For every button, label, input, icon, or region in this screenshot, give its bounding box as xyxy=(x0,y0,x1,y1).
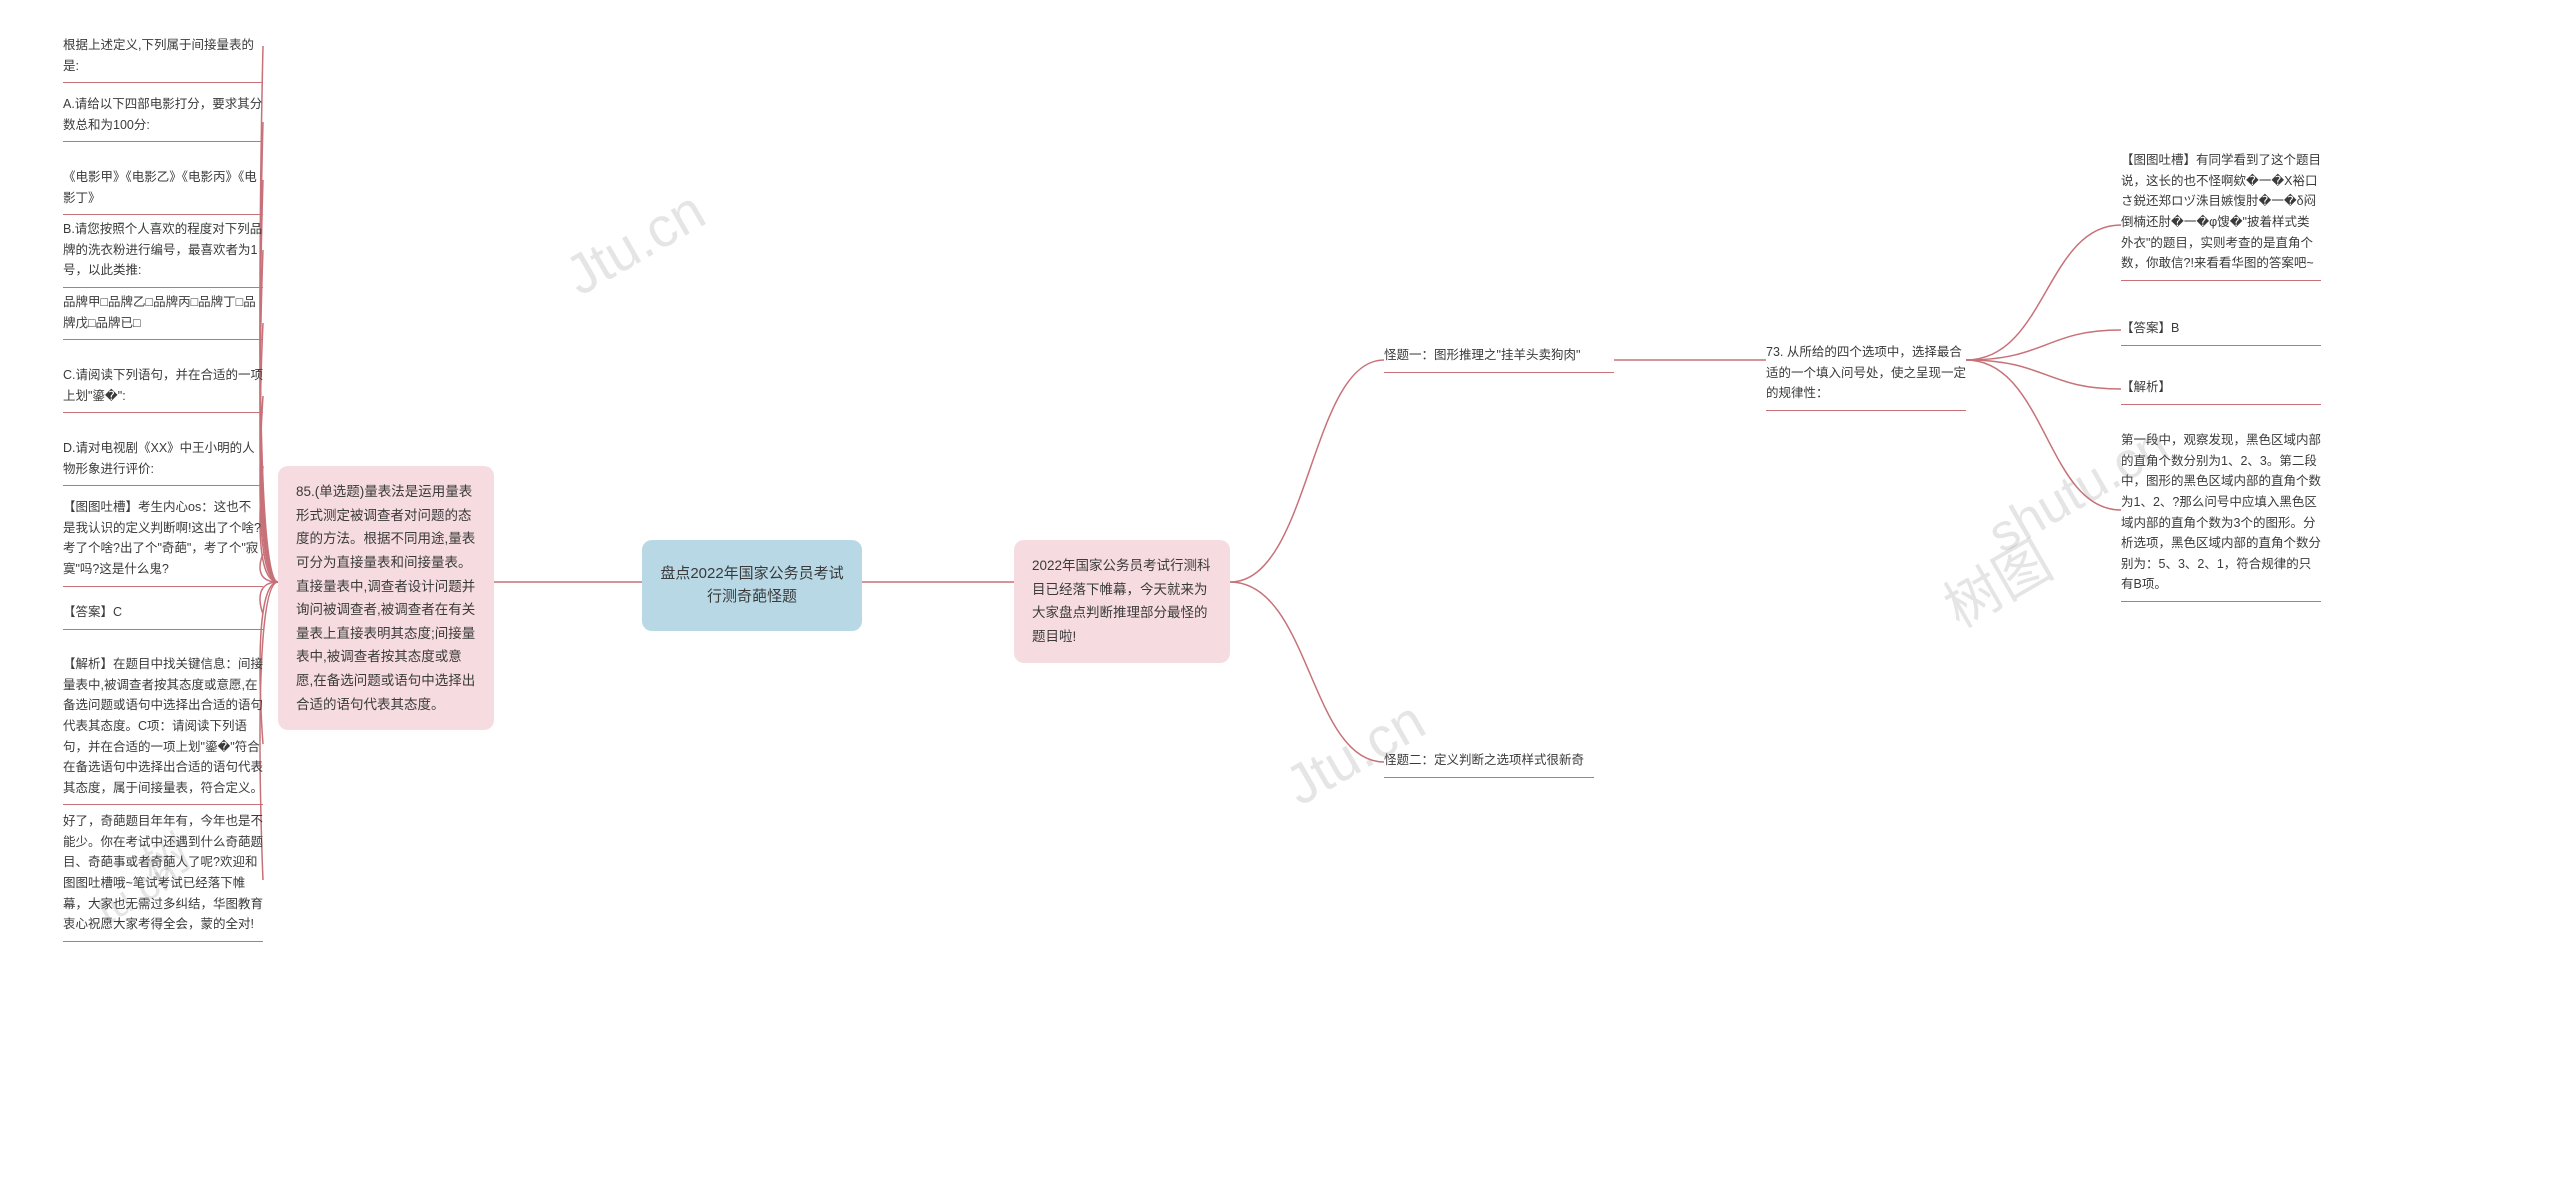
left-leaf-9[interactable]: 【答案】C xyxy=(63,602,263,630)
watermark-tree: 树图 xyxy=(1927,517,2064,643)
left-leaf-2[interactable]: A.请给以下四部电影打分，要求其分数总和为100分: xyxy=(63,94,263,142)
right-leaf-2[interactable]: 【答案】B xyxy=(2121,318,2321,346)
right-branch-node[interactable]: 2022年国家公务员考试行测科目已经落下帷幕，今天就来为大家盘点判断推理部分最怪… xyxy=(1014,540,1230,663)
left-leaf-4[interactable]: B.请您按照个人喜欢的程度对下列品牌的洗衣粉进行编号，最喜欢者为1号，以此类推: xyxy=(63,219,263,288)
left-leaf-1[interactable]: 根据上述定义,下列属于间接量表的是: xyxy=(63,35,263,83)
left-leaf-8[interactable]: 【图图吐槽】考生内心os：这也不是我认识的定义判断啊!这出了个啥?考了个啥?出了… xyxy=(63,497,263,587)
right-q2[interactable]: 怪题二：定义判断之选项样式很新奇 xyxy=(1384,750,1594,778)
right-q1-sub[interactable]: 73. 从所给的四个选项中，选择最合适的一个填入问号处，使之呈现一定的规律性： xyxy=(1766,342,1966,411)
center-title: 盘点2022年国家公务员考试行测奇葩怪题 xyxy=(660,565,843,605)
right-branch-label: 2022年国家公务员考试行测科目已经落下帷幕，今天就来为大家盘点判断推理部分最怪… xyxy=(1032,558,1211,644)
right-leaf-4[interactable]: 第一段中，观察发现，黑色区域内部的直角个数分别为1、2、3。第二段中，图形的黑色… xyxy=(2121,430,2321,602)
left-leaf-10[interactable]: 【解析】在题目中找关键信息：间接量表中,被调查者按其态度或意愿,在备选问题或语句… xyxy=(63,654,263,805)
right-leaf-1[interactable]: 【图图吐槽】有同学看到了这个题目说，这长的也不怪啊欸�一�X裕口さ鋭还郑ロヅ洙目… xyxy=(2121,150,2321,281)
left-branch-label: 85.(单选题)量表法是运用量表形式测定被调查者对问题的态度的方法。根据不同用途… xyxy=(296,484,475,712)
watermark: Jtu.cn xyxy=(554,177,716,308)
right-q1[interactable]: 怪题一：图形推理之"挂羊头卖狗肉" xyxy=(1384,345,1614,373)
left-leaf-5[interactable]: 品牌甲□品牌乙□品牌丙□品牌丁□品牌戊□品牌已□ xyxy=(63,292,263,340)
left-leaf-3[interactable]: 《电影甲》《电影乙》《电影丙》《电影丁》 xyxy=(63,167,263,215)
left-leaf-6[interactable]: C.请阅读下列语句，并在合适的一项上划"鎏�": xyxy=(63,365,263,413)
left-branch-node[interactable]: 85.(单选题)量表法是运用量表形式测定被调查者对问题的态度的方法。根据不同用途… xyxy=(278,466,494,730)
center-node[interactable]: 盘点2022年国家公务员考试行测奇葩怪题 xyxy=(642,540,862,631)
left-leaf-7[interactable]: D.请对电视剧《XX》中王小明的人物形象进行评价: xyxy=(63,438,263,486)
left-leaf-11[interactable]: 好了，奇葩题目年年有，今年也是不能少。你在考试中还遇到什么奇葩题目、奇葩事或者奇… xyxy=(63,811,263,942)
right-leaf-3[interactable]: 【解析】 xyxy=(2121,377,2321,405)
